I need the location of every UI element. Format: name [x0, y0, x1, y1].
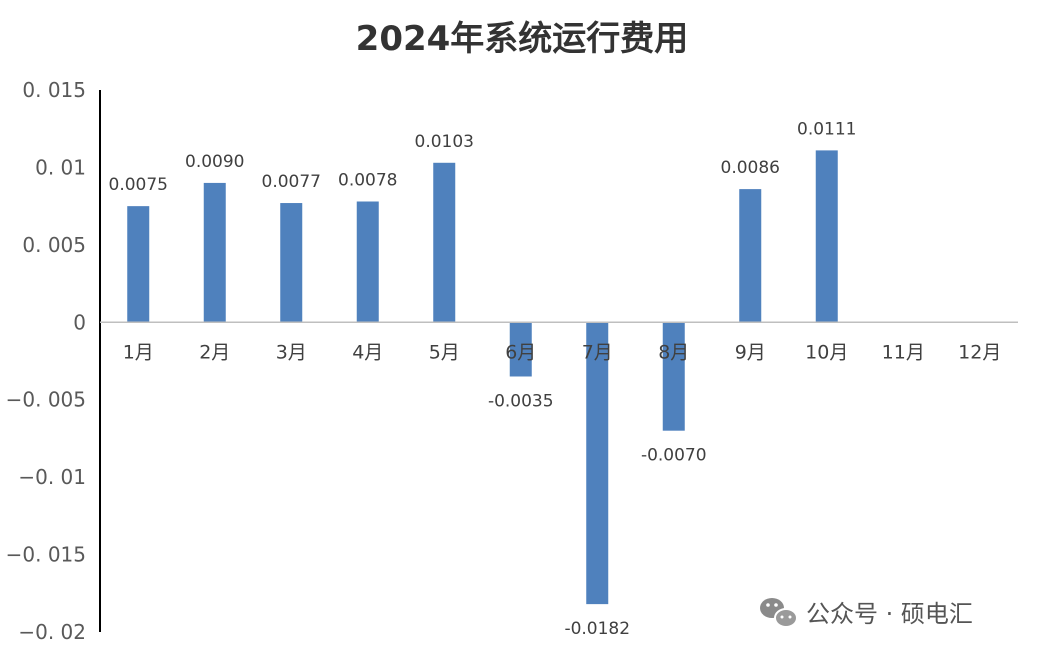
data-label: -0.0182: [564, 619, 630, 639]
data-labels: 0.0075 0.0090 0.0077 0.0078 0.0103 -0.0035 -0.…: [109, 119, 857, 639]
data-label: 0.0077: [262, 172, 321, 192]
x-tick-label: 4月: [352, 341, 383, 363]
y-tick-label: −0. 01: [18, 465, 86, 489]
chart-title: 2024年系统运行费用: [356, 19, 689, 59]
x-tick-label: 3月: [276, 341, 307, 363]
bar-9: [739, 189, 762, 323]
x-tick-label: 6月: [505, 341, 536, 363]
bar-2: [203, 182, 226, 323]
x-tick-label: 1月: [123, 341, 154, 363]
x-tick-label: 8月: [658, 341, 689, 363]
bar-8: [662, 322, 685, 431]
bar-3: [280, 203, 303, 323]
bar-6: [509, 322, 532, 377]
y-tick-label: −0. 02: [18, 620, 86, 644]
bar-series: [127, 150, 838, 605]
data-label: 0.0075: [109, 175, 168, 195]
y-tick-label: 0. 015: [22, 78, 86, 102]
bar-1: [127, 206, 150, 323]
watermark-text: 公众号 · 硕电汇: [806, 600, 973, 628]
y-tick-label: −0. 005: [6, 388, 86, 412]
wechat-icon: [760, 598, 798, 628]
data-label: 0.0090: [185, 152, 244, 172]
x-axis: 1月 2月 3月 4月 5月 6月 7月 8月 9月 10月 11月 12月: [100, 321, 1018, 363]
bar-4: [356, 201, 379, 323]
y-tick-label: 0. 005: [22, 233, 86, 257]
x-tick-label: 7月: [582, 341, 613, 363]
x-tick-label: 11月: [882, 341, 925, 363]
x-tick-label: 5月: [429, 341, 460, 363]
data-label: -0.0035: [488, 391, 554, 411]
x-tick-label: 12月: [958, 341, 1001, 363]
x-tick-label: 9月: [735, 341, 766, 363]
y-axis: 0. 015 0. 01 0. 005 0 −0. 005 −0. 01 −0. 015 −0…: [6, 78, 101, 644]
y-tick-label: 0: [73, 310, 86, 334]
x-tick-label: 2月: [199, 341, 230, 363]
bar-7: [586, 322, 609, 605]
bar-10: [815, 150, 838, 323]
data-label: 0.0078: [338, 170, 397, 190]
data-label: 0.0111: [797, 119, 856, 139]
data-label: 0.0103: [415, 132, 474, 152]
bar-5: [433, 162, 456, 323]
x-tick-label: 10月: [805, 341, 848, 363]
data-label: -0.0070: [641, 446, 707, 466]
data-label: 0.0086: [721, 158, 780, 178]
watermark: 公众号 · 硕电汇: [760, 598, 973, 628]
y-tick-label: −0. 015: [6, 543, 86, 567]
y-tick-label: 0. 01: [35, 155, 86, 179]
